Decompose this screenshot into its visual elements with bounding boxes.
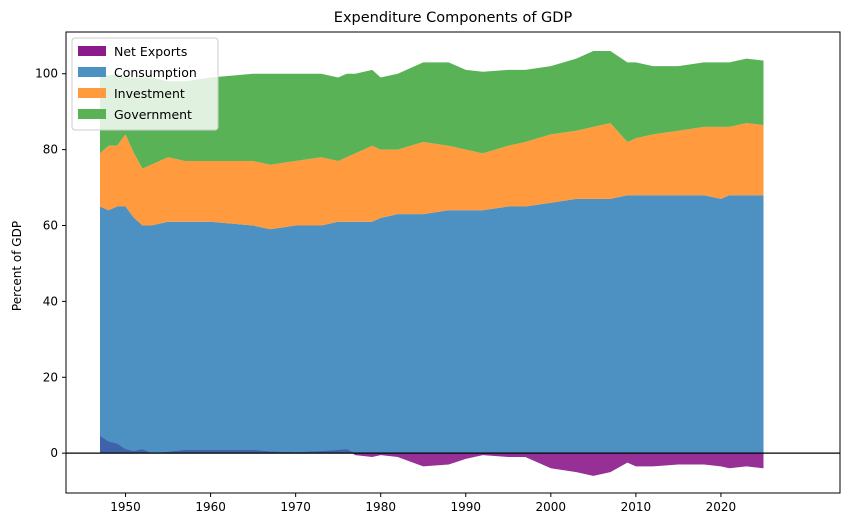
legend-swatch-government <box>78 109 106 119</box>
legend-label-government: Government <box>114 107 192 122</box>
x-axis: 1950 1960 1970 1980 1990 2000 2010 2020 <box>110 493 736 514</box>
y-axis: 0 20 40 60 80 100 <box>35 67 66 460</box>
area-net-exports <box>100 436 764 476</box>
area-investment <box>100 123 764 230</box>
y-axis-label: Percent of GDP <box>10 221 24 311</box>
legend-label-investment: Investment <box>114 86 185 101</box>
x-tick-label: 1990 <box>450 500 481 514</box>
x-tick-label: 2010 <box>621 500 652 514</box>
y-tick-label: 100 <box>35 67 58 81</box>
x-tick-label: 1950 <box>110 500 141 514</box>
legend-label-consumption: Consumption <box>114 65 197 80</box>
y-tick-label: 60 <box>43 219 58 233</box>
plot-frame <box>65 31 841 494</box>
x-tick-label: 2000 <box>536 500 567 514</box>
legend-swatch-investment <box>78 88 106 98</box>
y-tick-label: 20 <box>43 370 58 384</box>
legend: Net Exports Consumption Investment Governme… <box>71 37 219 131</box>
plot-areas <box>100 51 764 476</box>
x-tick-label: 1960 <box>195 500 226 514</box>
legend-label-net-exports: Net Exports <box>114 44 187 59</box>
area-government <box>100 51 764 169</box>
legend-swatch-net-exports <box>78 46 106 56</box>
x-tick-label: 1980 <box>365 500 396 514</box>
y-tick-label: 0 <box>50 446 58 460</box>
y-tick-label: 40 <box>43 294 58 308</box>
legend-box <box>71 37 219 131</box>
x-tick-label: 1970 <box>280 500 311 514</box>
chart-title: Expenditure Components of GDP <box>334 10 573 26</box>
area-consumption <box>100 195 764 454</box>
legend-swatch-consumption <box>78 67 106 77</box>
x-tick-label: 2020 <box>706 500 737 514</box>
y-tick-label: 80 <box>43 143 58 157</box>
